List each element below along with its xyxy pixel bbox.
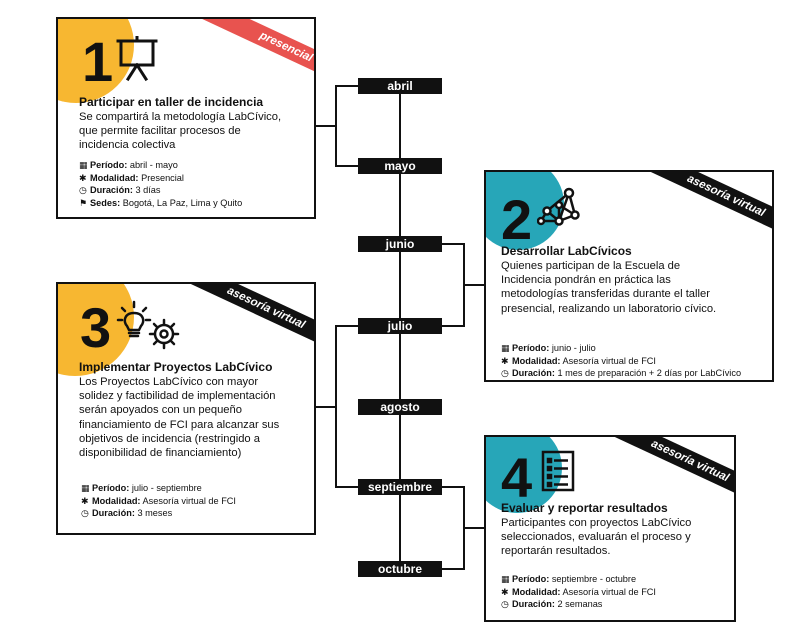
gear-icon: ✱	[501, 586, 509, 597]
projector-screen-icon	[116, 36, 158, 82]
calendar-icon: ▦	[79, 160, 88, 170]
step-3-title: Implementar Proyectos LabCívico	[79, 360, 273, 374]
gear-icon: ✱	[81, 495, 89, 506]
clock-icon: ◷	[79, 185, 87, 195]
step-card-2: asesoría virtual	[484, 170, 774, 382]
step-4-meta: ▦ Período: septiembre - octubre ✱ Modalida…	[501, 574, 656, 609]
step-2-title: Desarrollar LabCívicos	[501, 244, 632, 258]
gear-icon: ✱	[501, 355, 509, 366]
month-label-abril: abril	[358, 78, 442, 94]
step-3-number: 3	[80, 296, 112, 359]
step-1-description: Se compartirá la metodología LabCívico, …	[79, 111, 282, 152]
step-card-4: asesoría virtual	[484, 435, 736, 622]
calendar-icon: ▦	[501, 343, 510, 353]
gear-icon: ✱	[79, 172, 87, 183]
clock-icon: ◷	[501, 599, 509, 609]
step-3-description: Los Proyectos LabCívico con mayor solide…	[79, 376, 280, 460]
step-2-description: Quienes participan de la Escuela de Inci…	[501, 260, 717, 315]
flag-icon: ⚑	[79, 197, 88, 208]
step-card-1: presencial	[56, 17, 316, 219]
step-1-number: 1	[82, 30, 114, 93]
clock-icon: ◷	[501, 368, 509, 378]
step-card-3: asesoría virtual	[56, 282, 316, 535]
month-label-septiembre: septiembre	[358, 479, 442, 495]
month-label-agosto: agosto	[358, 399, 442, 415]
step-3-ribbon: asesoría virtual	[171, 284, 314, 360]
step-4-number: 4	[501, 446, 533, 509]
month-label-mayo: mayo	[358, 158, 442, 174]
month-label-octubre: octubre	[358, 561, 442, 577]
calendar-icon: ▦	[501, 574, 510, 584]
step-3-meta: ▦ Período: julio - septiembre ✱ Modalidad:…	[81, 483, 236, 518]
lightbulb-gear-icon	[116, 300, 180, 350]
step-2-number: 2	[501, 188, 533, 251]
step-4-title: Evaluar y reportar resultados	[501, 501, 668, 515]
network-nodes-icon	[537, 187, 580, 226]
month-label-julio: julio	[358, 318, 442, 334]
step-1-meta: ▦ Período: abril - mayo ✱ Modalidad: Prese…	[79, 160, 243, 208]
checklist-icon	[541, 450, 575, 492]
step-1-ribbon: presencial	[191, 19, 314, 99]
step-2-meta: ▦ Período: junio - julio ✱ Modalidad: Ases…	[501, 343, 742, 378]
month-label-junio: junio	[358, 236, 442, 252]
step-4-description: Participantes con proyectos LabCívico se…	[501, 517, 692, 558]
calendar-icon: ▦	[81, 483, 90, 493]
step-1-title: Participar en taller de incidencia	[79, 95, 264, 109]
step-2-ribbon: asesoría virtual	[631, 172, 772, 248]
clock-icon: ◷	[81, 508, 89, 518]
